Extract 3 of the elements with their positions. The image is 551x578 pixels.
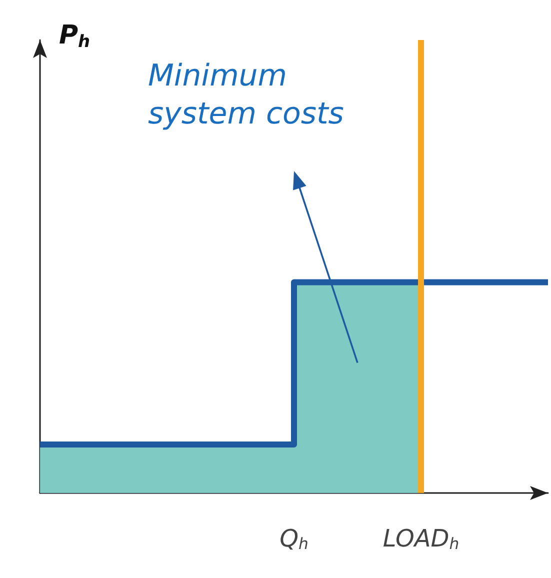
text: Minimum system costs: [148, 58, 344, 132]
x-tick-label: Qh: [280, 524, 308, 553]
x-tick-label: LOADh: [382, 524, 460, 553]
